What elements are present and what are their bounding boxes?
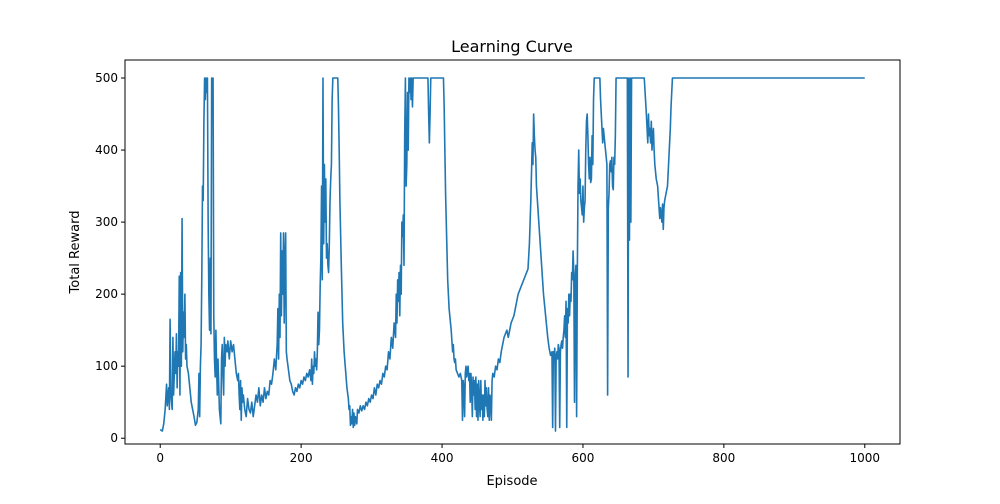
y-axis-ticks: 0 100 200 300 400 500 (95, 71, 125, 445)
plot-area (159, 77, 865, 432)
y-tick-label: 300 (95, 215, 118, 229)
x-tick-label: 400 (431, 451, 454, 465)
x-tick-label: 1000 (849, 451, 880, 465)
x-tick-label: 800 (712, 451, 735, 465)
x-tick-label: 200 (290, 451, 313, 465)
chart-title: Learning Curve (451, 37, 573, 56)
x-axis-ticks: 0 200 400 600 800 1000 (156, 444, 880, 465)
x-tick-label: 0 (156, 451, 164, 465)
series-line-1 (159, 77, 865, 432)
y-tick-label: 200 (95, 287, 118, 301)
y-axis-label: Total Reward (68, 211, 83, 295)
y-tick-label: 400 (95, 143, 118, 157)
x-tick-label: 600 (572, 451, 595, 465)
y-tick-label: 0 (110, 431, 118, 445)
axes-frame (124, 59, 901, 445)
x-axis-label: Episode (486, 474, 537, 489)
y-tick-label: 500 (95, 71, 118, 85)
y-tick-label: 100 (95, 359, 118, 373)
